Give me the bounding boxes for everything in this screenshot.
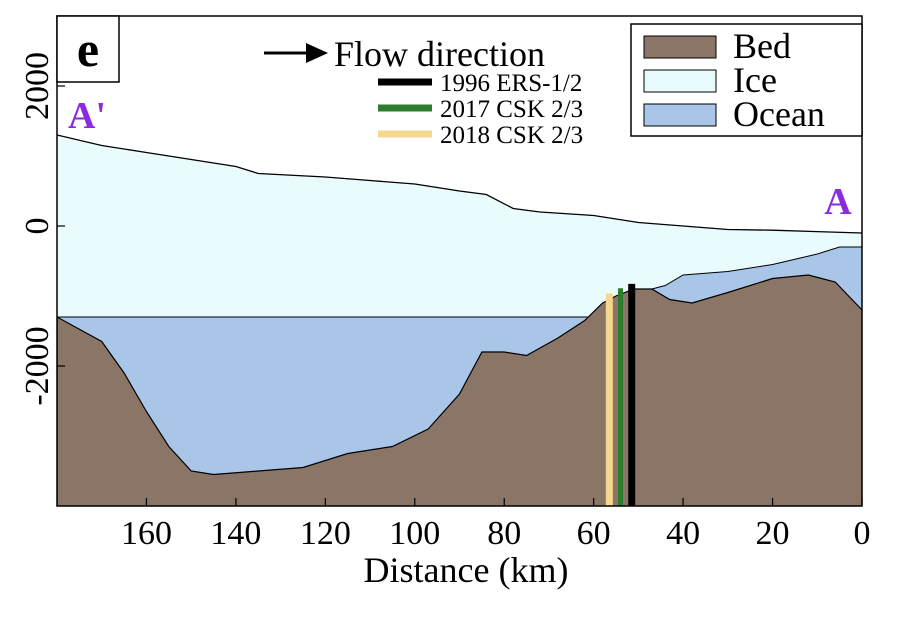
x-tick-label: 40 [666, 515, 700, 552]
bed-area [57, 274, 862, 506]
panel-label: e [77, 21, 99, 77]
line-legend-label: 1996 ERS-1/2 [440, 70, 582, 97]
endpoint-right-label: A [824, 181, 852, 223]
area-legend-label: Ice [733, 60, 777, 100]
x-tick-label: 100 [389, 515, 440, 552]
y-tick-label: 0 [19, 218, 56, 235]
area-legend-swatch [643, 69, 717, 93]
x-tick-label: 0 [854, 515, 871, 552]
area-legend-swatch [643, 35, 717, 59]
x-tick-label: 80 [487, 515, 521, 552]
area-legend-swatch [643, 103, 717, 127]
area-legend-label: Ocean [733, 94, 825, 134]
x-tick-label: 60 [577, 515, 611, 552]
y-tick-label: 2000 [19, 52, 56, 120]
plot-frame [56, 15, 863, 507]
arrow-head-icon [306, 43, 328, 63]
endpoint-left-label: A' [68, 95, 106, 137]
flow-direction-label: Flow direction [334, 34, 545, 74]
flow-direction-arrow [264, 43, 328, 63]
line-legend-label: 2018 CSK 2/3 [440, 122, 583, 149]
x-tick-label: 140 [210, 515, 261, 552]
x-tick-label: 160 [121, 515, 172, 552]
y-tick-label: -2000 [19, 326, 56, 405]
panel-label-box [56, 15, 120, 83]
line-legend-label: 2017 CSK 2/3 [440, 96, 583, 123]
ice-surface-line [57, 134, 862, 234]
x-tick-label: 120 [300, 515, 351, 552]
area-legend-label: Bed [733, 26, 791, 66]
x-tick-label: 20 [756, 515, 790, 552]
ice-area [57, 135, 862, 317]
x-axis-label: Distance (km) [364, 550, 569, 590]
